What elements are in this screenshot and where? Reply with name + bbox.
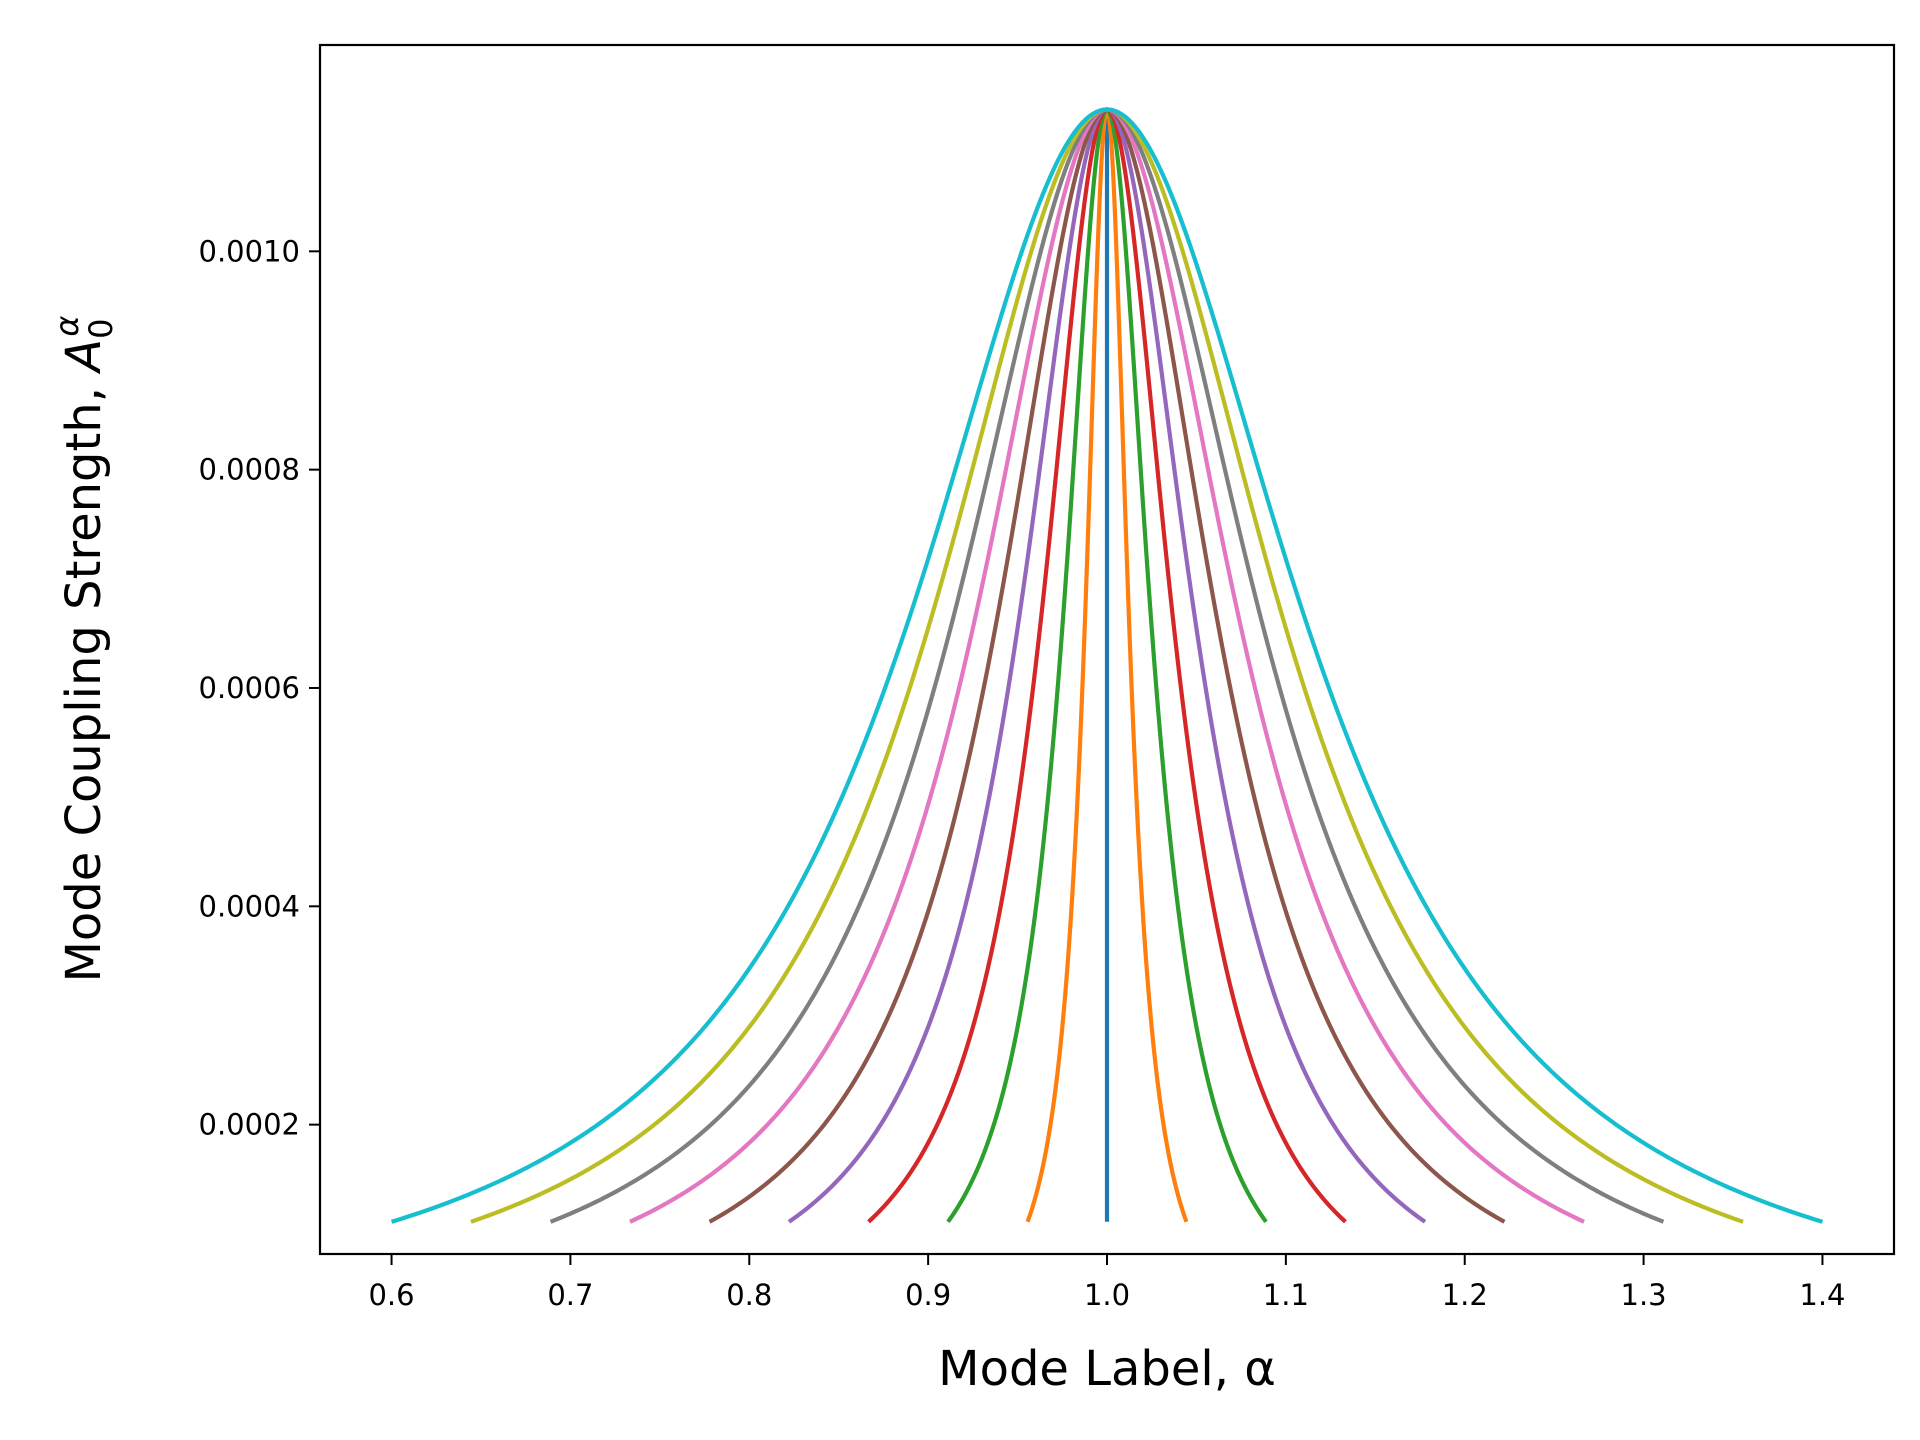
y-axis-label-text: Mode Coupling Strength, bbox=[56, 372, 112, 983]
series-lines bbox=[390, 107, 1824, 1224]
series-line-10 bbox=[390, 107, 1824, 1224]
y-tick-label: 0.0004 bbox=[199, 889, 300, 923]
x-tick-label: 1.4 bbox=[1799, 1278, 1845, 1312]
y-tick-label: 0.0002 bbox=[199, 1108, 300, 1142]
y-tick-label: 0.0006 bbox=[199, 671, 300, 705]
x-tick-label: 1.2 bbox=[1442, 1278, 1488, 1312]
x-tick-label: 0.7 bbox=[547, 1278, 593, 1312]
x-tick-label: 1.0 bbox=[1084, 1278, 1130, 1312]
x-tick-label: 0.6 bbox=[368, 1278, 414, 1312]
y-tick-label: 0.0010 bbox=[199, 234, 300, 268]
y-axis-ticks: 0.0002 0.0004 0.0006 0.0008 0.0010 bbox=[199, 234, 320, 1142]
x-tick-label: 0.9 bbox=[905, 1278, 951, 1312]
y-axis-label-superscript: α bbox=[48, 315, 86, 336]
x-tick-label: 1.3 bbox=[1621, 1278, 1667, 1312]
y-axis-label: Mode Coupling Strength, A0α bbox=[48, 315, 120, 982]
x-tick-label: 1.1 bbox=[1263, 1278, 1309, 1312]
x-tick-label: 0.8 bbox=[726, 1278, 772, 1312]
y-tick-label: 0.0008 bbox=[199, 453, 300, 487]
x-axis-label: Mode Label, α bbox=[938, 1341, 1276, 1397]
y-axis-label-symbol: A bbox=[56, 339, 112, 375]
x-axis-ticks: 0.6 0.7 0.8 0.9 1.0 1.1 1.2 1.3 1.4 bbox=[368, 1254, 1846, 1312]
y-axis-label-subscript: 0 bbox=[82, 319, 120, 339]
